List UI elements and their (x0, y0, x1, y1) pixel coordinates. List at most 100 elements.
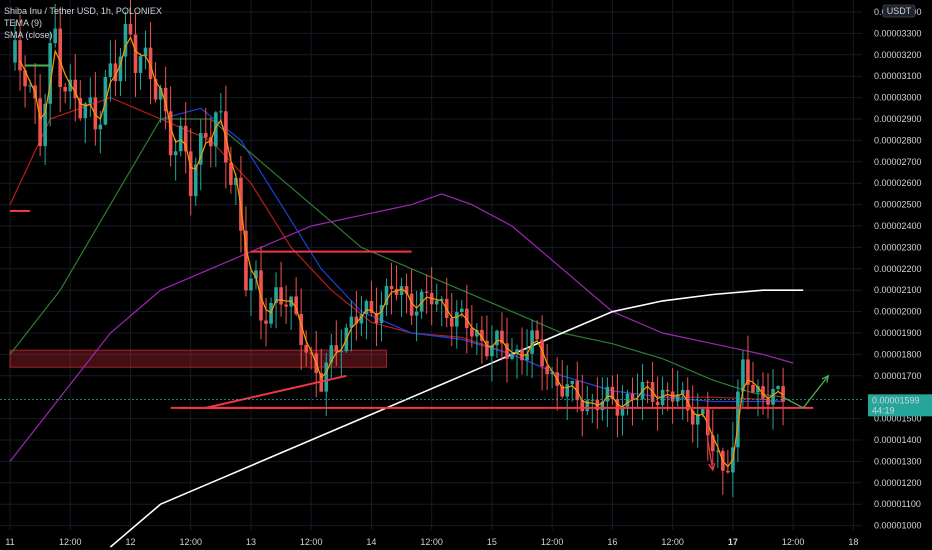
candle-body (83, 103, 88, 119)
candle-body (610, 386, 615, 399)
candle-body (168, 111, 173, 156)
candle-body (449, 318, 454, 327)
candle-body (349, 316, 354, 328)
candle-body (63, 87, 68, 92)
candle-body (475, 329, 479, 337)
candle-body (505, 343, 509, 359)
candle-body (183, 125, 188, 152)
time-tick-label: 11 (5, 537, 14, 547)
candle-body (535, 330, 539, 340)
tema-path (19, 35, 784, 468)
candle-body (38, 98, 42, 147)
candle-body (525, 353, 529, 361)
price-tick-label: 0.00002800 (874, 135, 922, 145)
candle-body (545, 366, 549, 375)
candle-body (123, 24, 128, 57)
indicator-sma[interactable]: SMA (close) (4, 30, 53, 40)
time-tick-label: 13 (246, 537, 256, 547)
time-axis[interactable]: 11 12:00 12 12:00 13 12:00 14 12:00 15 12:00 16 12:… (5, 537, 858, 547)
candle-body (128, 24, 133, 35)
price-tick-label: 0.00003200 (874, 50, 922, 60)
candle-body (424, 291, 429, 293)
candle-body (43, 103, 47, 147)
indicator-tema[interactable]: TEMA (9) (4, 18, 43, 28)
candle-body (711, 435, 715, 452)
price-tick-label: 0.00001200 (874, 478, 922, 488)
price-axis[interactable]: 0.000034000.000033000.000032000.00003100… (874, 7, 922, 531)
candle-body (279, 287, 283, 305)
candle-body (153, 79, 158, 100)
candle-body (580, 400, 585, 412)
candle-body (585, 400, 590, 412)
candle-body (143, 47, 148, 57)
candle-body (108, 63, 113, 78)
sma_purple-line (9, 193, 794, 462)
price-tick-label: 0.00001300 (874, 456, 922, 466)
price-tick-label: 0.00002000 (874, 307, 922, 317)
last-price: 0.00001599 (872, 395, 920, 405)
candle-body (309, 352, 313, 354)
candle-body (209, 137, 213, 147)
candle-body (28, 85, 32, 87)
candle-body (329, 345, 334, 363)
price-tick-label: 0.00001400 (874, 435, 922, 445)
price-tick-label: 0.00002400 (874, 221, 922, 231)
candle-body (655, 401, 660, 406)
support-zone-rect (9, 349, 387, 368)
price-tick-label: 0.00001000 (874, 521, 922, 531)
chart-title[interactable]: Shiba Inu / Tether USD, 1h, POLONIEX (4, 6, 162, 16)
candle-body (394, 288, 399, 296)
currency-badge[interactable]: USDT (887, 6, 912, 16)
candle-body (480, 329, 484, 341)
candle-body (434, 300, 439, 305)
last-price-badge-bg (868, 394, 932, 417)
candle-body (178, 125, 183, 152)
arrow-head (821, 374, 830, 383)
candle-body (550, 372, 554, 375)
candle-body (756, 386, 760, 393)
candle-body (510, 353, 514, 359)
time-tick-label: 12:00 (420, 537, 443, 547)
time-tick-label: 12:00 (541, 537, 564, 547)
time-tick-label: 14 (366, 537, 376, 547)
candle-body (133, 34, 138, 73)
candle-body (274, 287, 278, 304)
candle-body (354, 316, 359, 324)
candle-body (700, 409, 705, 414)
forecast-arrow (782, 375, 829, 409)
candle-body (364, 301, 369, 315)
chart-legend: Shiba Inu / Tether USD, 1h, POLONIEX TEM… (4, 5, 162, 41)
candle-body (304, 345, 308, 353)
candle-body (229, 162, 233, 185)
candle-body (389, 285, 394, 289)
candle-body (219, 111, 223, 113)
candle-body (620, 406, 625, 416)
candle-body (193, 164, 198, 197)
candle-body (88, 97, 93, 104)
time-tick-label: 15 (487, 537, 497, 547)
candle-body (751, 384, 755, 393)
time-tick-label: 12:00 (59, 537, 82, 547)
candle-body (249, 278, 253, 291)
time-tick-label: 17 (728, 537, 738, 547)
price-tick-label: 0.00002300 (874, 242, 922, 252)
candle-body (214, 112, 218, 147)
price-tick-label: 0.00002700 (874, 157, 922, 167)
candle-body (374, 312, 379, 324)
candle-body (565, 384, 570, 397)
candle-body (294, 296, 298, 314)
candle-body (570, 380, 575, 385)
candle-body (58, 28, 62, 88)
candle-body (138, 56, 143, 73)
price-tick-label: 0.00003300 (874, 28, 922, 38)
candle-body (771, 388, 775, 405)
candle-body (23, 70, 27, 87)
candle-body (530, 330, 534, 354)
candle-body (460, 308, 464, 313)
candle-body (414, 311, 419, 316)
time-tick-label: 12:00 (179, 537, 202, 547)
candle-body (741, 359, 745, 392)
candle-body (776, 386, 780, 389)
candle-body (500, 330, 504, 344)
